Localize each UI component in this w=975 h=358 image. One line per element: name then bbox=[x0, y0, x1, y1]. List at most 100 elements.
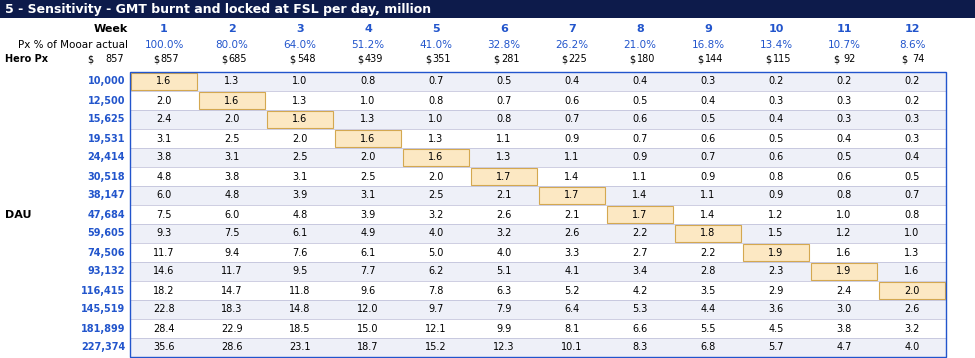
Text: 1.3: 1.3 bbox=[224, 77, 240, 87]
Text: 0.7: 0.7 bbox=[428, 77, 444, 87]
Text: 0.7: 0.7 bbox=[496, 96, 512, 106]
Text: 1.6: 1.6 bbox=[224, 96, 240, 106]
Bar bbox=[130, 300, 946, 319]
Text: 6.3: 6.3 bbox=[496, 285, 512, 295]
Bar bbox=[130, 243, 946, 262]
Text: 9.6: 9.6 bbox=[361, 285, 375, 295]
Text: 0.7: 0.7 bbox=[565, 115, 580, 125]
Text: 1.1: 1.1 bbox=[700, 190, 716, 200]
Text: 11.7: 11.7 bbox=[153, 247, 175, 257]
Text: 6.0: 6.0 bbox=[156, 190, 172, 200]
Text: 35.6: 35.6 bbox=[153, 343, 175, 353]
Text: 3.2: 3.2 bbox=[905, 324, 919, 334]
Text: 0.4: 0.4 bbox=[768, 115, 784, 125]
Text: 1.8: 1.8 bbox=[700, 228, 716, 238]
Text: 11.8: 11.8 bbox=[290, 285, 311, 295]
Text: 5.7: 5.7 bbox=[768, 343, 784, 353]
Text: 2: 2 bbox=[228, 24, 236, 34]
Text: 1.9: 1.9 bbox=[837, 266, 851, 276]
Text: 4.1: 4.1 bbox=[565, 266, 579, 276]
Text: 5.5: 5.5 bbox=[700, 324, 716, 334]
Text: 11: 11 bbox=[837, 24, 852, 34]
Text: 548: 548 bbox=[296, 54, 315, 64]
Bar bbox=[130, 205, 946, 224]
Text: 0.6: 0.6 bbox=[565, 96, 579, 106]
Text: 2.5: 2.5 bbox=[224, 134, 240, 144]
Text: 6.1: 6.1 bbox=[361, 247, 375, 257]
Text: 12: 12 bbox=[904, 24, 919, 34]
Text: Hero Px: Hero Px bbox=[5, 54, 48, 64]
Text: 12.0: 12.0 bbox=[357, 305, 378, 314]
Text: 0.8: 0.8 bbox=[837, 190, 851, 200]
Text: 0.5: 0.5 bbox=[633, 96, 647, 106]
Text: 2.1: 2.1 bbox=[565, 209, 580, 219]
Text: 685: 685 bbox=[229, 54, 248, 64]
Text: 4.8: 4.8 bbox=[224, 190, 240, 200]
Text: 7: 7 bbox=[568, 24, 576, 34]
Text: 38,147: 38,147 bbox=[88, 190, 125, 200]
Text: 12.1: 12.1 bbox=[425, 324, 447, 334]
Text: 2.6: 2.6 bbox=[496, 209, 512, 219]
Text: 18.5: 18.5 bbox=[290, 324, 311, 334]
Text: 1.1: 1.1 bbox=[496, 134, 512, 144]
Text: 1.4: 1.4 bbox=[633, 190, 647, 200]
Text: $: $ bbox=[901, 54, 907, 64]
Text: 6: 6 bbox=[500, 24, 508, 34]
Text: 1.6: 1.6 bbox=[837, 247, 851, 257]
Text: 1.0: 1.0 bbox=[837, 209, 851, 219]
Text: 64.0%: 64.0% bbox=[284, 39, 317, 49]
Text: 74,506: 74,506 bbox=[88, 247, 125, 257]
Text: $: $ bbox=[561, 54, 567, 64]
Text: 10,000: 10,000 bbox=[88, 77, 125, 87]
Text: 24,414: 24,414 bbox=[88, 153, 125, 163]
Text: 3.9: 3.9 bbox=[361, 209, 375, 219]
Text: 8.6%: 8.6% bbox=[899, 39, 925, 49]
Text: 227,374: 227,374 bbox=[81, 343, 125, 353]
Text: 0.3: 0.3 bbox=[837, 96, 851, 106]
Text: 0.3: 0.3 bbox=[700, 77, 716, 87]
Text: 28.6: 28.6 bbox=[221, 343, 243, 353]
Text: 3.2: 3.2 bbox=[496, 228, 512, 238]
Text: 12.3: 12.3 bbox=[493, 343, 515, 353]
Text: 0.5: 0.5 bbox=[496, 77, 512, 87]
Text: 8: 8 bbox=[636, 24, 644, 34]
Text: 26.2%: 26.2% bbox=[556, 39, 589, 49]
Text: DAU: DAU bbox=[5, 209, 31, 219]
Text: 15,625: 15,625 bbox=[88, 115, 125, 125]
Text: 74: 74 bbox=[912, 54, 924, 64]
Text: 4.8: 4.8 bbox=[156, 171, 172, 182]
Text: 92: 92 bbox=[843, 54, 856, 64]
Text: $: $ bbox=[629, 54, 635, 64]
Bar bbox=[130, 72, 946, 91]
Bar bbox=[130, 167, 946, 186]
Text: 3: 3 bbox=[296, 24, 304, 34]
Text: 1.4: 1.4 bbox=[565, 171, 579, 182]
Text: 41.0%: 41.0% bbox=[419, 39, 452, 49]
Text: 0.7: 0.7 bbox=[905, 190, 919, 200]
Text: 1.7: 1.7 bbox=[565, 190, 580, 200]
Text: 0.4: 0.4 bbox=[837, 134, 851, 144]
Text: 3.3: 3.3 bbox=[565, 247, 579, 257]
Text: 1.3: 1.3 bbox=[428, 134, 444, 144]
Text: 9.7: 9.7 bbox=[428, 305, 444, 314]
Bar bbox=[130, 91, 946, 110]
Text: 8.1: 8.1 bbox=[565, 324, 579, 334]
Text: 4.0: 4.0 bbox=[496, 247, 512, 257]
Text: 23.1: 23.1 bbox=[290, 343, 311, 353]
Text: 2.8: 2.8 bbox=[700, 266, 716, 276]
Text: 281: 281 bbox=[501, 54, 520, 64]
Text: 0.4: 0.4 bbox=[905, 153, 919, 163]
Text: 1.3: 1.3 bbox=[292, 96, 308, 106]
Text: $: $ bbox=[87, 54, 93, 64]
Text: 0.4: 0.4 bbox=[700, 96, 716, 106]
Text: 14.6: 14.6 bbox=[153, 266, 175, 276]
Text: $: $ bbox=[425, 54, 431, 64]
Text: 18.3: 18.3 bbox=[221, 305, 243, 314]
Text: 0.6: 0.6 bbox=[700, 134, 716, 144]
Text: 2.0: 2.0 bbox=[361, 153, 375, 163]
Text: 10: 10 bbox=[768, 24, 784, 34]
Text: $: $ bbox=[357, 54, 363, 64]
Text: 2.6: 2.6 bbox=[565, 228, 580, 238]
Text: 4.7: 4.7 bbox=[837, 343, 852, 353]
Text: 116,415: 116,415 bbox=[81, 285, 125, 295]
